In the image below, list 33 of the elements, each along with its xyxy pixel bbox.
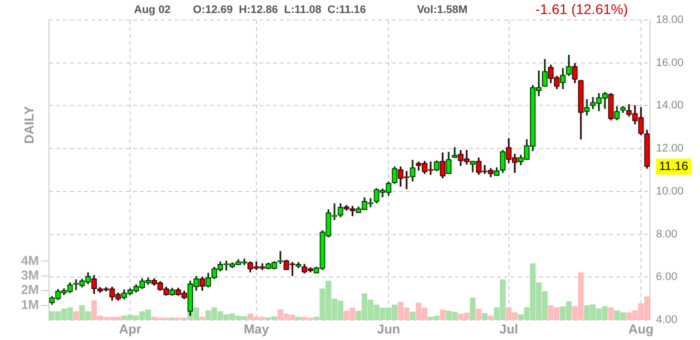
x-tick-label: Jul [499, 321, 518, 336]
y2-tick-label: 2M [20, 282, 39, 298]
x-tick-label: Jun [377, 321, 400, 336]
text: DAILY [22, 106, 37, 144]
bar [296, 316, 302, 320]
x-tick-label: May [244, 321, 270, 336]
bar [482, 313, 488, 320]
y-tick-label: 12.00 [656, 142, 684, 155]
bar [73, 311, 79, 320]
y-tick-label: 6.00 [656, 271, 678, 284]
bar [199, 316, 206, 320]
bar [440, 310, 446, 320]
y-tick-label: 14.00 [656, 100, 684, 112]
text: Aug 02 [134, 4, 171, 16]
y-tick-label: 18.00 [656, 14, 684, 26]
y-tick-label: 4.00 [656, 314, 678, 326]
y2-tick-label: 4M [20, 252, 39, 268]
bar [470, 298, 476, 320]
text: 11.16 [659, 158, 688, 173]
y-tick-label: 10.00 [656, 185, 684, 198]
y2-tick-label: 1M [20, 296, 39, 312]
y-tick-label: 8.00 [656, 228, 678, 240]
y-tick-label: 16.00 [656, 56, 684, 69]
bar [488, 316, 494, 320]
x-tick-label: Aug [628, 321, 654, 336]
bar [608, 307, 614, 320]
bar [476, 308, 482, 320]
text: Vol:1.58M [417, 4, 468, 16]
x-tick-label: Apr [118, 321, 142, 336]
bar [410, 312, 416, 320]
text: -1.61 (12.61%) [535, 0, 628, 17]
text: O:12.69 H:12.86 L:11.08 C:11.16 [193, 4, 366, 16]
y2-tick-label: 3M [20, 267, 39, 282]
